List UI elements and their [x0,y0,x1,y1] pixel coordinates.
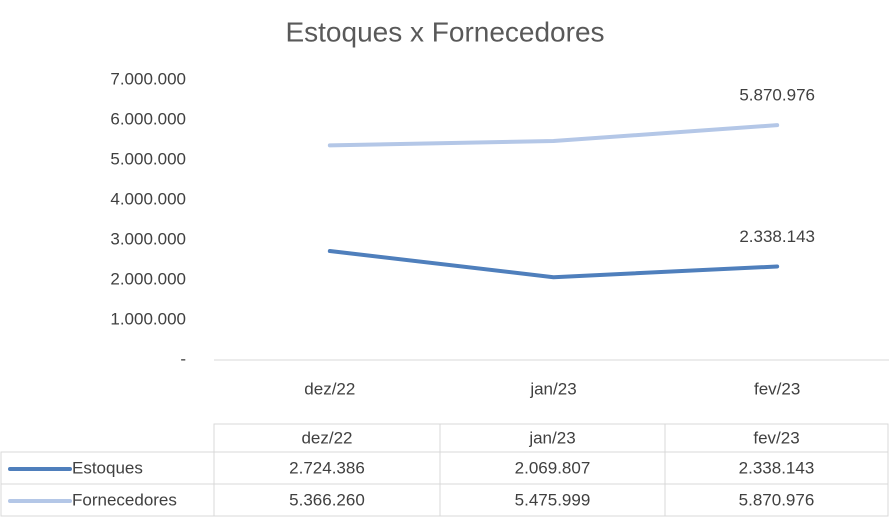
table-value: 5.366.260 [289,490,365,509]
x-tick-label: fev/23 [754,379,800,398]
y-tick-label: - [180,349,186,368]
legend-label: Fornecedores [72,490,177,509]
y-tick-label: 6.000.000 [110,109,186,128]
y-tick-label: 2.000.000 [110,269,186,288]
series-line [327,123,780,148]
table-value: 2.338.143 [739,458,815,477]
table-value: 2.724.386 [289,458,365,477]
table-value: 5.475.999 [515,490,591,509]
series-line [327,249,780,280]
table-value: 5.870.976 [739,490,815,509]
chart-title: Estoques x Fornecedores [285,16,604,47]
table-value: 2.069.807 [515,458,591,477]
data-label: 5.870.976 [739,86,815,105]
y-tick-label: 5.000.000 [110,149,186,168]
table-header: dez/22 [301,428,352,447]
table-cell [664,483,889,517]
y-tick-label: 4.000.000 [110,189,186,208]
x-tick-label: jan/23 [529,379,576,398]
data-label: 2.338.143 [739,227,815,246]
y-tick-label: 1.000.000 [110,309,186,328]
x-tick-label: dez/22 [304,379,355,398]
table-header: jan/23 [528,428,575,447]
y-tick-label: 7.000.000 [110,69,186,88]
table-header: fev/23 [753,428,799,447]
y-tick-label: 3.000.000 [110,229,186,248]
legend-label: Estoques [72,458,143,477]
